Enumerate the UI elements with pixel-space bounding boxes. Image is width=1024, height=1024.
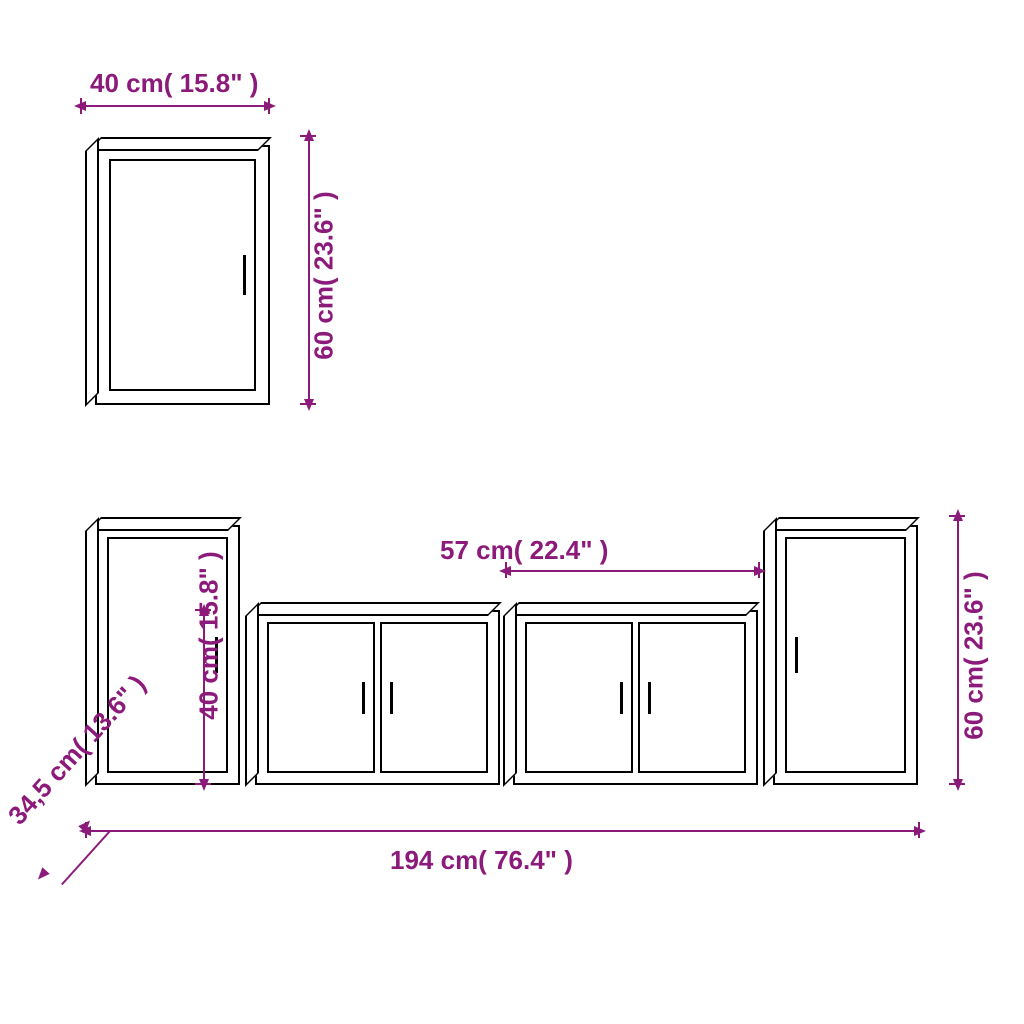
dim-tick [758,562,760,578]
dim-line-top-width [80,105,270,107]
dim-label-lower-left-height: 40 cm( 15.8" ) [194,551,225,719]
arrow [199,779,209,791]
arrow [304,399,314,411]
door-handle [620,682,623,714]
dim-tick [195,783,211,785]
door-handle [648,682,651,714]
door-handle [390,682,393,714]
dim-label-mid-width: 57 cm( 22.4" ) [440,535,608,566]
dim-line-total-width [85,830,920,832]
dim-line-mid-width [505,570,760,572]
dim-tick [300,403,316,405]
dim-line-depth [61,830,111,885]
lower-mid-right-cabinet [513,610,758,785]
cabinet-door [785,537,906,773]
arrow [34,867,49,883]
dim-tick [300,135,316,137]
dim-tick [918,822,920,838]
upper-cabinet-door [109,159,256,391]
cabinet-door-left [525,622,633,773]
dim-tick [80,98,82,114]
lower-right-tall-cabinet [773,525,918,785]
lower-mid-left-cabinet [255,610,500,785]
dim-label-top-width: 40 cm( 15.8" ) [90,68,258,99]
dim-label-total-width: 194 cm( 76.4" ) [390,845,573,876]
arrow [264,101,276,111]
arrow [953,779,963,791]
door-handle [795,637,798,673]
cabinet-door-right [638,622,746,773]
cabinet-door-right [380,622,488,773]
arrow [914,826,926,836]
dim-label-right-height: 60 cm( 23.6" ) [959,571,990,739]
dim-label-top-height: 60 cm( 23.6" ) [309,191,340,359]
arrow [754,566,766,576]
door-handle [243,255,246,295]
dim-tick [949,515,965,517]
dim-tick [949,783,965,785]
cabinet-door-left [267,622,375,773]
dim-tick [268,98,270,114]
door-handle [362,682,365,714]
upper-cabinet [95,145,270,405]
